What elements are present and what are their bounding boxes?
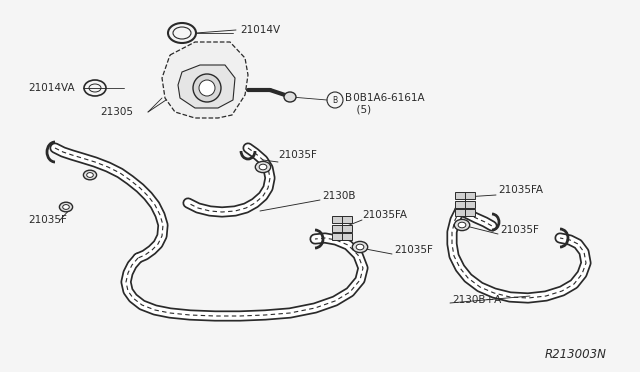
Ellipse shape bbox=[352, 241, 368, 253]
Ellipse shape bbox=[60, 202, 72, 212]
Ellipse shape bbox=[83, 170, 97, 180]
Text: 0B1A6-6161A: 0B1A6-6161A bbox=[350, 93, 424, 103]
Text: 21035F: 21035F bbox=[394, 245, 433, 255]
Text: 21035F: 21035F bbox=[278, 150, 317, 160]
Ellipse shape bbox=[63, 205, 69, 209]
Text: 21305: 21305 bbox=[100, 107, 133, 117]
Polygon shape bbox=[178, 65, 235, 108]
Ellipse shape bbox=[86, 173, 93, 177]
FancyBboxPatch shape bbox=[332, 224, 352, 231]
FancyBboxPatch shape bbox=[332, 216, 352, 223]
Text: B: B bbox=[332, 96, 337, 105]
Circle shape bbox=[199, 80, 215, 96]
Ellipse shape bbox=[458, 222, 466, 228]
Ellipse shape bbox=[255, 161, 271, 173]
FancyBboxPatch shape bbox=[455, 201, 475, 208]
Text: 21035F: 21035F bbox=[28, 215, 67, 225]
Text: 21014VA: 21014VA bbox=[28, 83, 75, 93]
Text: 21035FA: 21035FA bbox=[362, 210, 407, 220]
Text: 21035FA: 21035FA bbox=[498, 185, 543, 195]
Text: 21014V: 21014V bbox=[240, 25, 280, 35]
Text: 2130B+A: 2130B+A bbox=[452, 295, 501, 305]
Text: B: B bbox=[345, 93, 352, 103]
Text: (5): (5) bbox=[350, 104, 371, 114]
Ellipse shape bbox=[284, 92, 296, 102]
Text: 21035F: 21035F bbox=[500, 225, 539, 235]
Ellipse shape bbox=[259, 164, 267, 170]
Ellipse shape bbox=[454, 219, 470, 231]
Ellipse shape bbox=[356, 244, 364, 250]
Text: 2130B: 2130B bbox=[322, 191, 355, 201]
FancyBboxPatch shape bbox=[455, 209, 475, 216]
Polygon shape bbox=[162, 42, 248, 118]
FancyBboxPatch shape bbox=[455, 192, 475, 199]
Circle shape bbox=[193, 74, 221, 102]
FancyBboxPatch shape bbox=[332, 233, 352, 240]
Text: R213003N: R213003N bbox=[545, 349, 607, 362]
